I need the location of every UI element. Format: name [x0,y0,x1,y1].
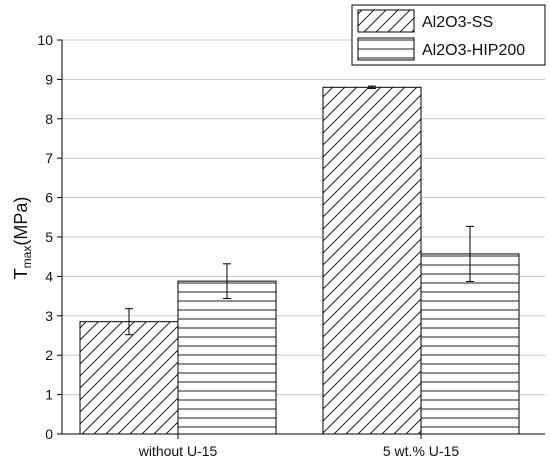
bars [79,85,520,435]
tick-labels: 0 1 2 3 4 5 6 7 8 9 10 without U-15 5 wt.% U-15 [37,32,459,459]
bar [420,253,520,435]
y-tick-label: 5 [45,229,53,245]
y-tick-label: 6 [45,190,53,206]
legend-label: Al2O3-HIP200 [422,42,525,59]
y-tick-label: 1 [45,387,53,403]
y-tick-label: 2 [45,347,53,363]
legend-swatch [357,37,415,61]
legend: Al2O3-SS Al2O3-HIP200 [351,4,546,66]
bar [322,86,422,435]
y-tick-label: 4 [45,268,53,284]
legend-swatch [357,9,415,33]
bar [79,321,179,435]
legend-label: Al2O3-SS [422,14,493,31]
y-tick-label: 3 [45,308,53,324]
axes [57,39,545,439]
bar [177,280,277,435]
y-tick-label: 10 [37,32,53,48]
y-tick-label: 7 [45,150,53,166]
y-tick-label: 0 [45,426,53,442]
y-tick-label: 9 [45,71,53,87]
y-tick-label: 8 [45,111,53,127]
y-axis-title: Tmax(MPa) [11,197,34,280]
x-tick-label: 5 wt.% U-15 [383,443,459,459]
x-tick-label: without U-15 [138,443,218,459]
